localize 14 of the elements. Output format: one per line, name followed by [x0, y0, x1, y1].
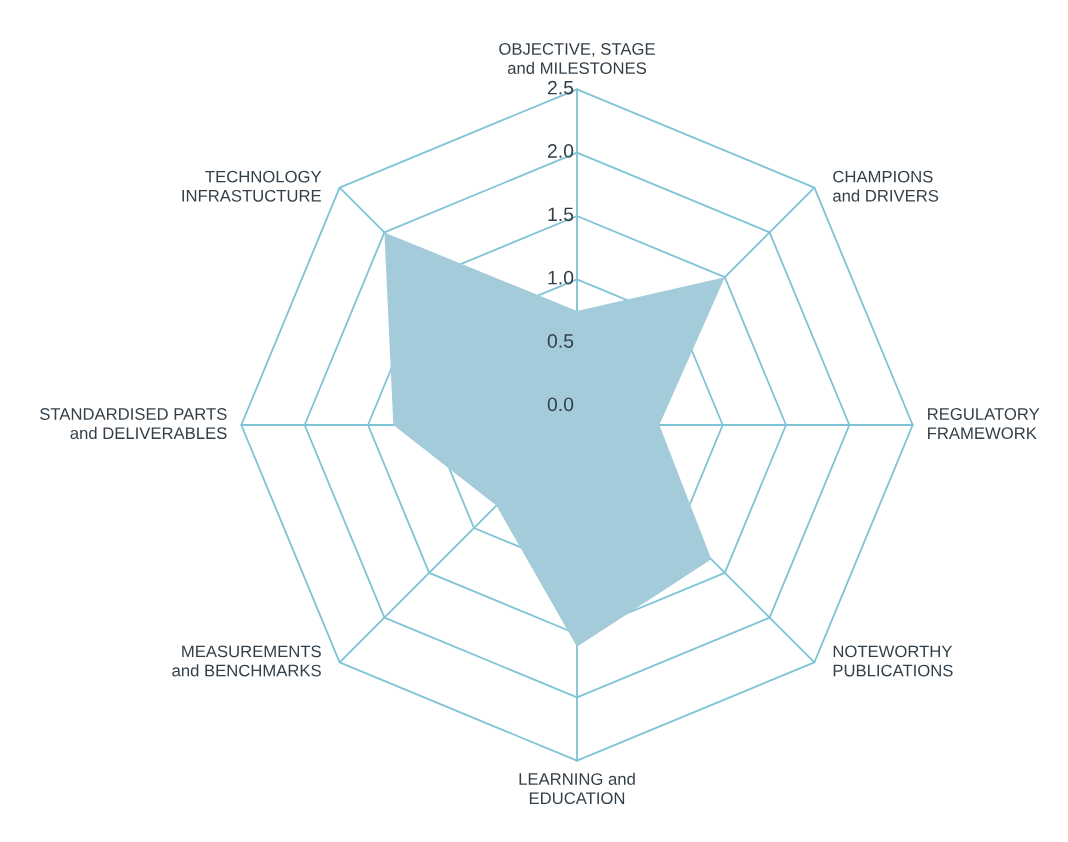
y-tick-label: 0.0 — [547, 397, 574, 412]
spoke-label: STANDARDISED PARTS and DELIVERABLES — [40, 408, 227, 440]
y-tick-label: 0.5 — [547, 334, 574, 348]
spoke-label: TECHNOLOGY INFRASTUCTURE — [182, 170, 322, 202]
y-tick-label: 2.0 — [547, 144, 574, 158]
spoke-label: LEARNING and EDUCATION — [519, 772, 635, 805]
spoke-label: OBJECTIVE, STAGE and MILESTONES — [499, 43, 655, 75]
y-tick-label: 1.0 — [548, 270, 574, 285]
y-tick-label: 1.5 — [548, 207, 574, 222]
y-tick-label: 2.5 — [547, 80, 574, 95]
spoke-label: REGULATORY FRAMEWORK — [928, 408, 1040, 440]
spoke-label: NOTEWORTHY PUBLICATIONS — [833, 645, 953, 677]
spoke-label: CHAMPIONS and DRIVERS — [833, 170, 939, 202]
spoke-label: MEASUREMENTS and BENCHMARKS — [172, 645, 321, 677]
